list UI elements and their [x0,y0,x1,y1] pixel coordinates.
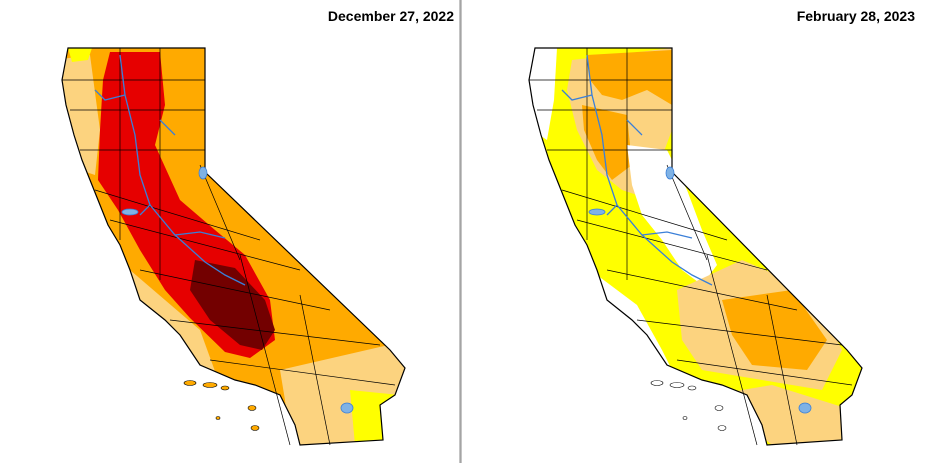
d2-northeast [587,50,672,105]
d2-sacramento-valley [582,105,632,180]
d1-north-coast [62,55,100,175]
d0-southeast [350,390,400,445]
map-date-label: February 28, 2023 [796,8,915,24]
county-lines [529,48,853,446]
d0-north-tip [68,48,92,62]
lakes [121,166,354,414]
channel-islands [183,380,260,431]
rivers [561,54,713,286]
d2-desert [722,290,827,370]
channel-islands [650,380,727,431]
map-date-label: December 27, 2022 [327,8,454,24]
none-sierra [627,145,717,285]
state-outline [61,47,406,446]
panel-divider [459,0,462,463]
county-lines [62,48,396,446]
state-outline [528,47,863,446]
none-north-coast [529,48,557,140]
rivers [94,54,246,286]
map-panel-dec-2022: December 27, 2022 [0,0,459,463]
map-panel-feb-2023: February 28, 2023 [462,0,929,463]
lakes [588,166,812,414]
california-drought-map-feb-2023 [528,47,863,446]
d4-san-joaquin [190,260,275,350]
california-drought-map-dec-2022 [61,47,406,446]
